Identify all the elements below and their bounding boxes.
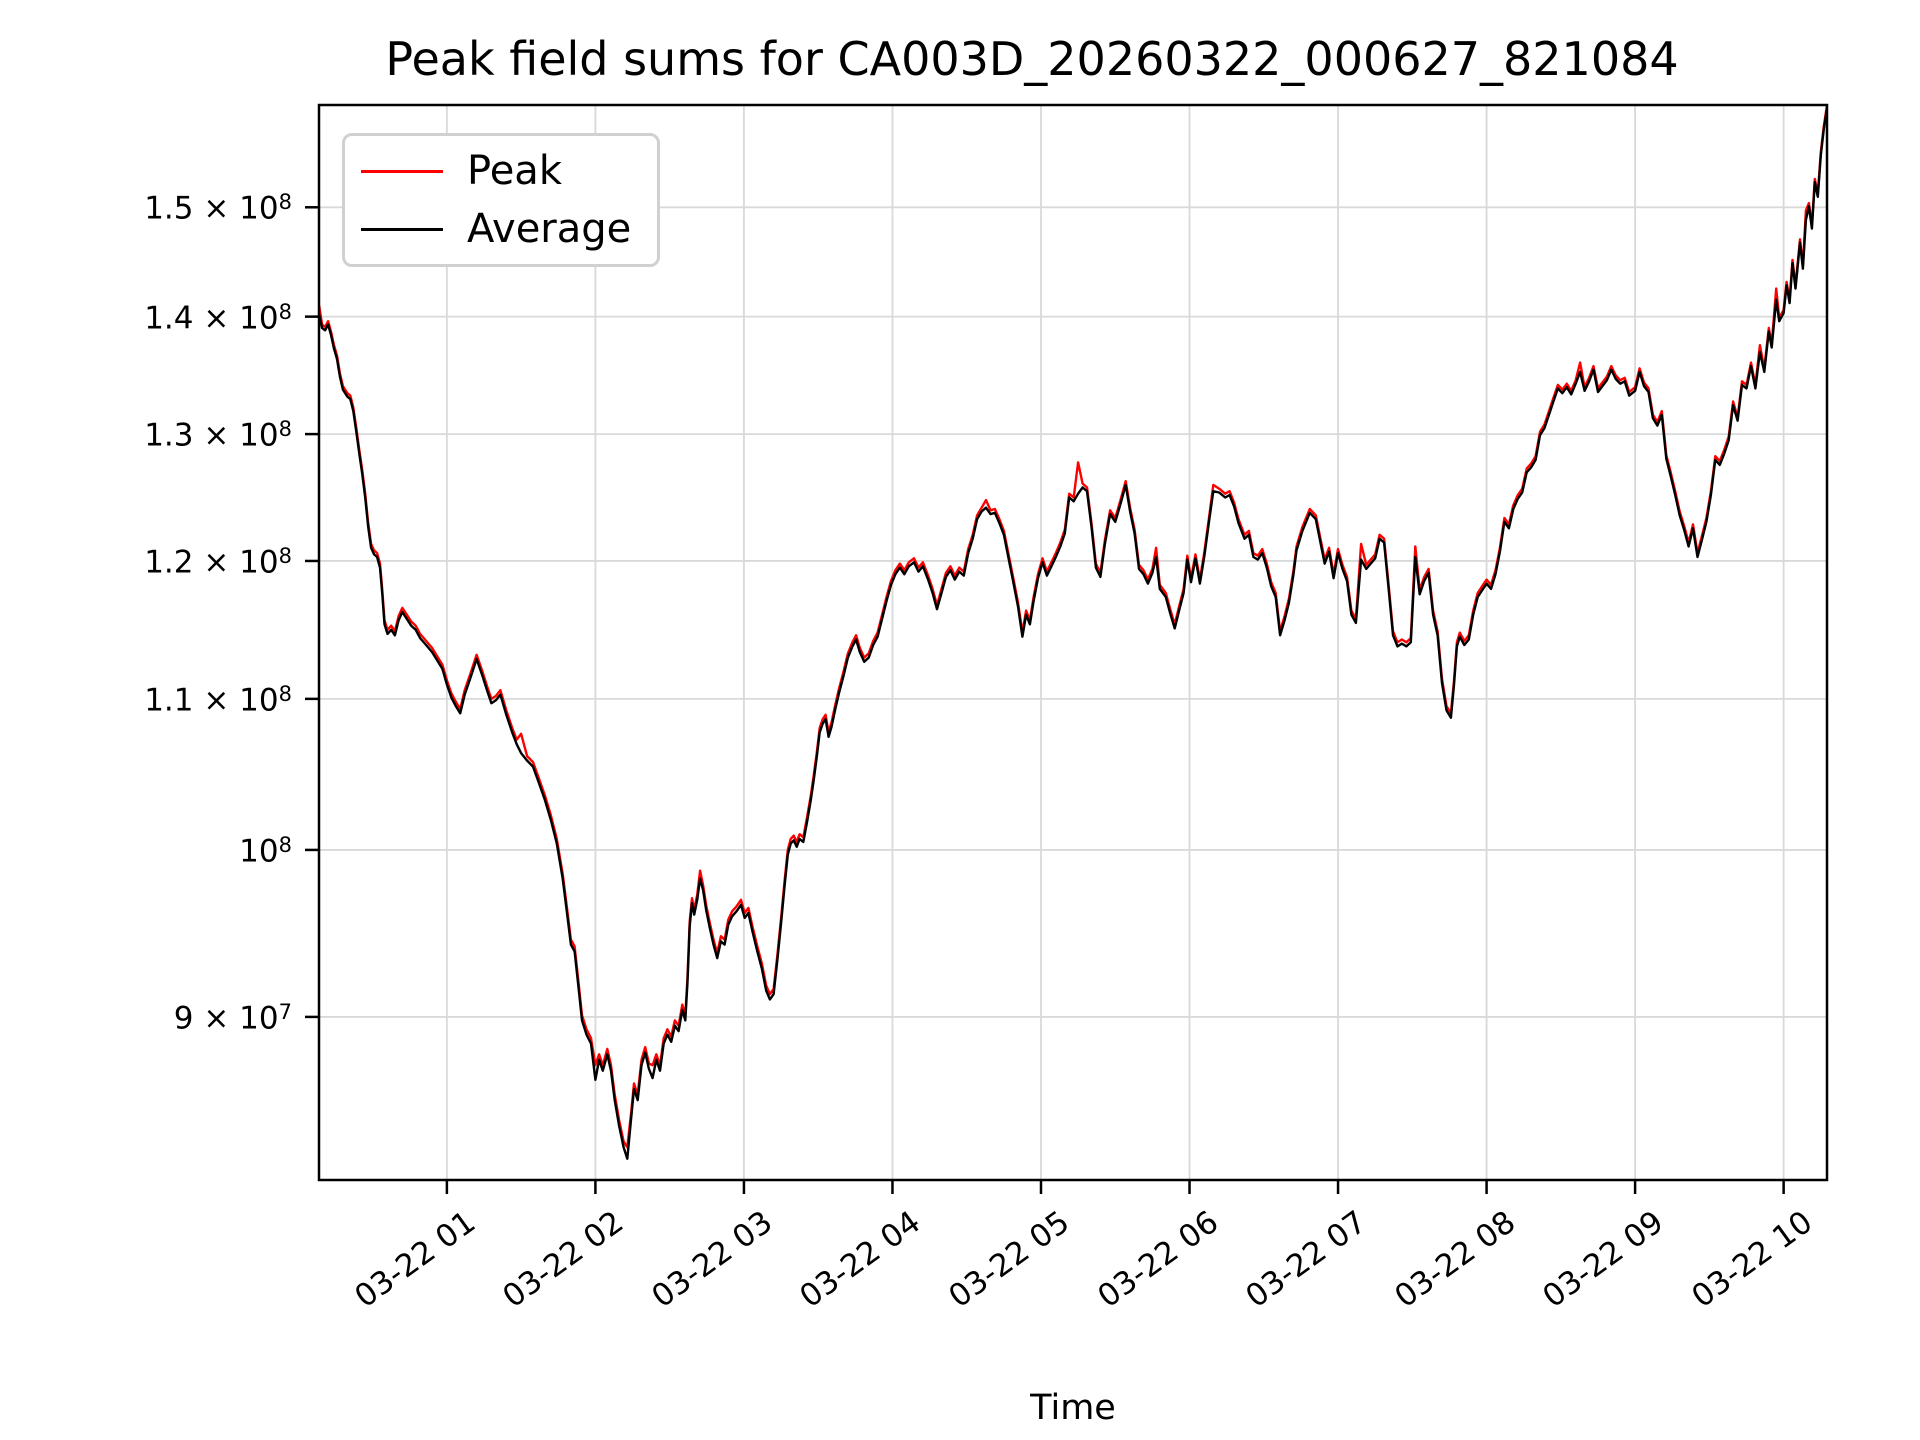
axes-frame [317, 103, 1829, 1182]
y-tick-label: 9 × 107 [173, 999, 292, 1037]
legend: Peak Average [342, 133, 660, 267]
y-tick-label: 1.4 × 108 [144, 299, 292, 336]
y-tick-label: 1.2 × 108 [144, 543, 292, 581]
legend-label-average: Average [467, 206, 632, 252]
legend-row-peak: Peak [345, 151, 657, 191]
chart-title: Peak field sums for CA003D_20260322_0006… [385, 32, 1679, 86]
peak-line-sample-icon [361, 169, 443, 173]
y-tick-label: 1.3 × 108 [144, 417, 292, 454]
y-tick-label: 1.1 × 108 [144, 681, 292, 719]
y-axis-label: ADU [0, 609, 2, 687]
legend-row-average: Average [345, 209, 657, 249]
x-axis-label: Time [1030, 1388, 1116, 1428]
average-line-sample-icon [361, 227, 443, 231]
legend-label-peak: Peak [467, 148, 562, 194]
average-series-line [317, 109, 1828, 1160]
y-tick-label: 108 [239, 832, 292, 870]
y-tick-label: 1.5 × 108 [144, 190, 292, 227]
